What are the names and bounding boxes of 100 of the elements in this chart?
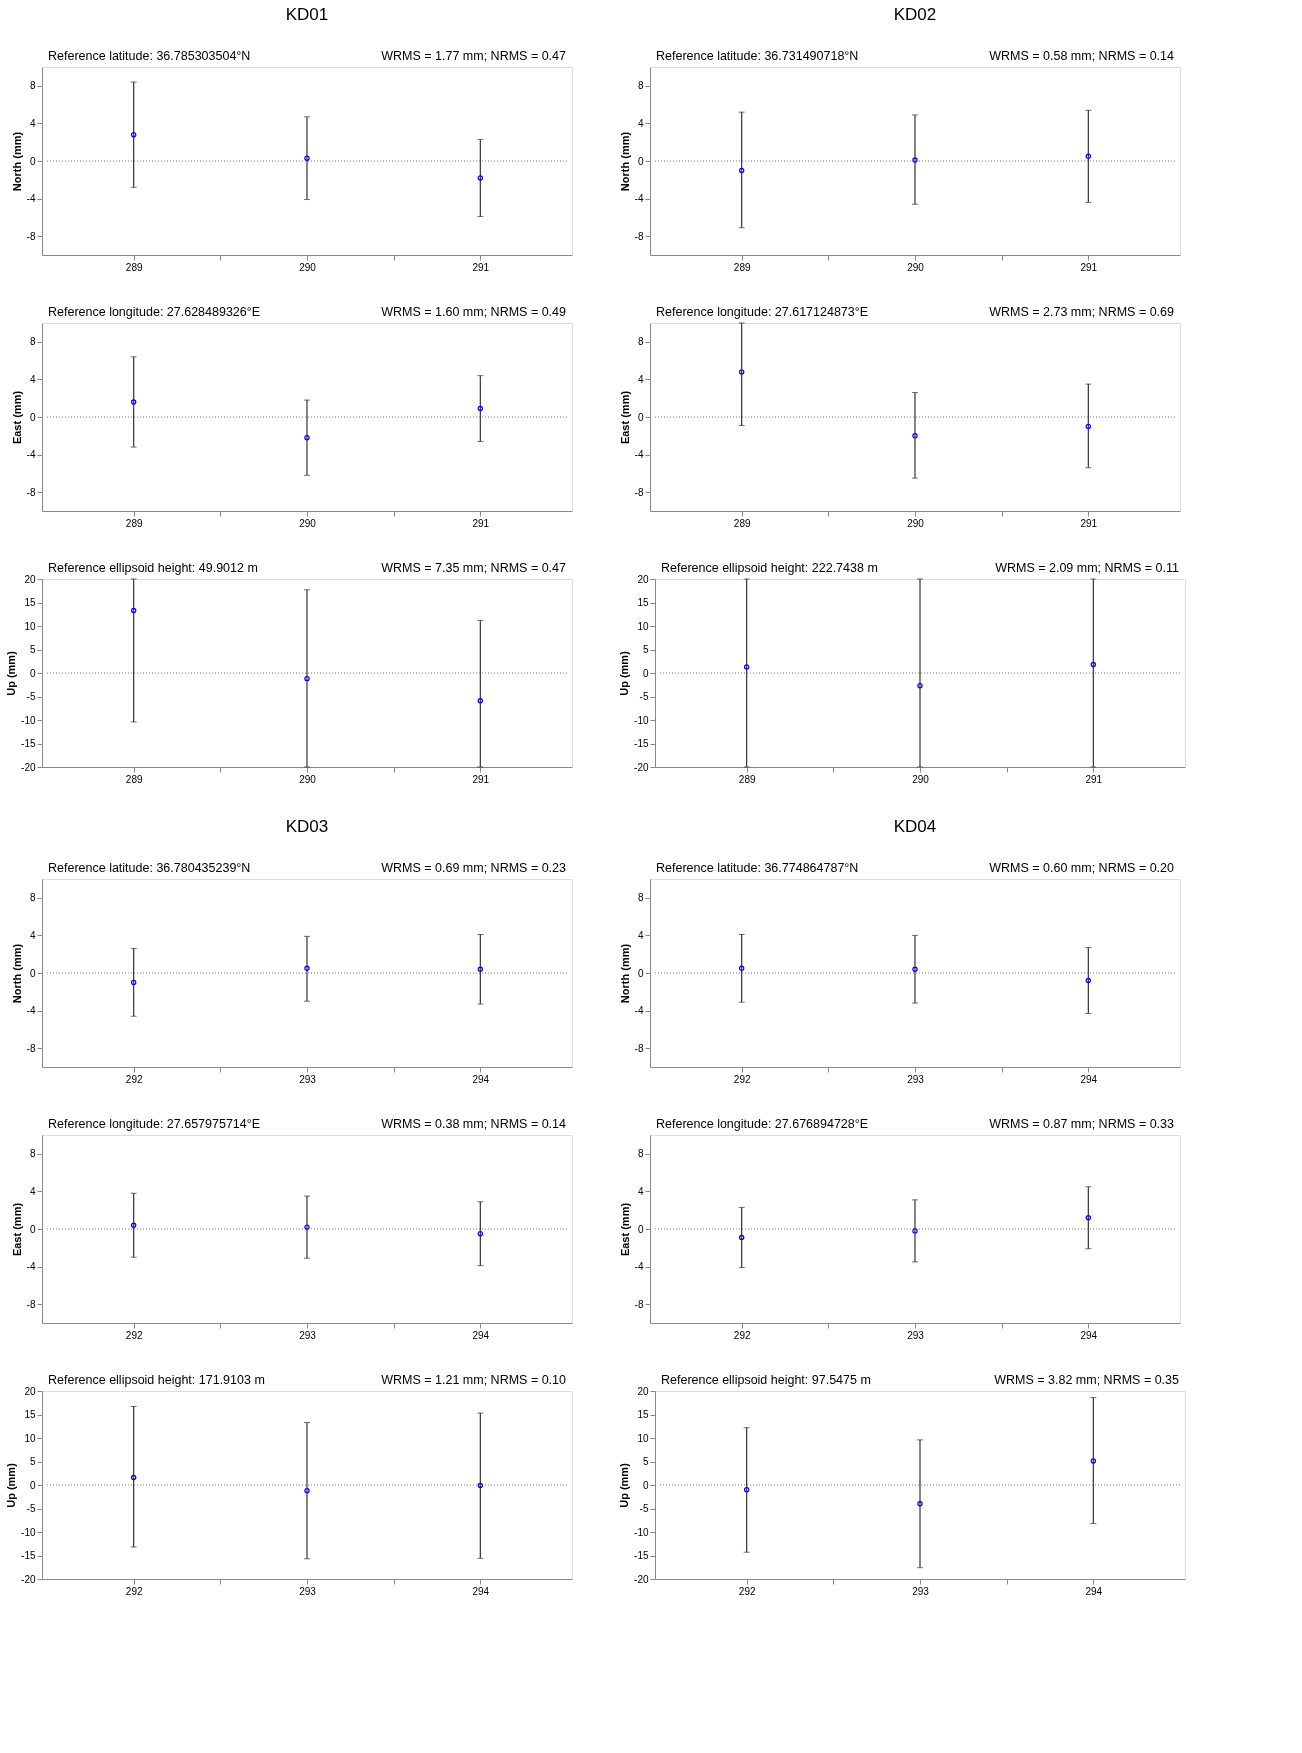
y-tick-label: -8 [26, 486, 36, 498]
x-tick-label: 291 [1080, 261, 1098, 273]
y-tick-label: 8 [637, 1148, 644, 1160]
text: WRMS = 0.38 mm; NRMS = 0.14 [381, 1117, 567, 1131]
y-tick-label: -4 [26, 193, 36, 205]
point [130, 131, 137, 138]
x-tick-label: 289 [125, 773, 143, 785]
point [304, 434, 310, 441]
y-tick-label: -10 [21, 714, 36, 726]
point [1085, 977, 1092, 984]
chart-subtitle: Reference ellipsoid height: 222.7438 m [661, 561, 878, 575]
point [477, 698, 484, 704]
text: WRMS = 0.60 mm; NRMS = 0.20 [989, 861, 1175, 875]
x-tick-label: 293 [912, 1585, 930, 1597]
y-tick-label: -5 [639, 1503, 649, 1514]
y-axis-title: Up (mm) [618, 650, 631, 696]
chart-title: KD01 [285, 5, 329, 24]
y-tick-label: 15 [637, 597, 649, 608]
y-tick-label: 0 [637, 155, 644, 167]
text: WRMS = 3.82 mm; NRMS = 0.35 [994, 1373, 1180, 1387]
y-tick-label: 0 [29, 1223, 36, 1235]
y-tick-label: -8 [634, 1042, 644, 1054]
point [738, 369, 745, 375]
y-tick-label: 4 [637, 117, 644, 129]
y-tick-label: -8 [634, 486, 644, 498]
y-tick-label: -15 [21, 738, 36, 749]
y-tick-label: -4 [634, 449, 644, 461]
x-tick-label: 292 [733, 1073, 751, 1085]
x-tick-label: 293 [907, 1329, 925, 1341]
point [304, 1487, 310, 1494]
point [1090, 661, 1097, 668]
y-axis-title: East (mm) [618, 390, 631, 445]
chart-subtitle: Reference latitude: 36.731490718°N [656, 49, 859, 63]
point [1085, 423, 1092, 430]
y-tick-label: -20 [634, 1573, 649, 1585]
x-tick-label: 294 [1080, 1329, 1098, 1341]
text: WRMS = 2.09 mm; NRMS = 0.11 [995, 561, 1180, 575]
point [1085, 1215, 1092, 1221]
y-tick-label: 20 [24, 573, 36, 585]
x-tick-label: 290 [912, 773, 930, 785]
y-tick-label: -10 [21, 1526, 36, 1538]
x-tick-label: 289 [738, 773, 756, 785]
y-tick-label: 0 [29, 155, 36, 167]
y-tick-label: 4 [637, 929, 644, 941]
y-tick-label: -5 [26, 691, 36, 702]
point [738, 167, 745, 174]
chart-subtitle: Reference longitude: 27.657975714°E [48, 1117, 261, 1131]
point [130, 979, 137, 986]
y-axis-title: East (mm) [618, 1202, 631, 1257]
y-tick-label: -8 [26, 1298, 36, 1310]
y-tick-label: -10 [634, 714, 649, 726]
x-tick-label: 290 [299, 773, 317, 785]
point [130, 1474, 137, 1481]
point [743, 664, 750, 670]
y-tick-label: 10 [24, 620, 36, 632]
x-tick-label: 290 [907, 517, 925, 529]
point [130, 1222, 137, 1228]
x-tick-label: 290 [299, 517, 317, 529]
point [477, 1230, 484, 1237]
y-tick-label: -10 [634, 1526, 649, 1538]
y-axis-title: Up (mm) [5, 650, 18, 696]
x-tick-label: 291 [1080, 517, 1098, 529]
y-tick-label: 0 [29, 967, 36, 979]
point [738, 965, 745, 972]
x-tick-label: 289 [125, 261, 143, 273]
x-tick-label: 292 [738, 1585, 756, 1597]
y-tick-label: 5 [29, 644, 36, 655]
chart-title: KD02 [893, 5, 937, 24]
y-tick-label: -15 [634, 738, 649, 749]
point [917, 1501, 923, 1507]
x-tick-label: 291 [472, 261, 490, 273]
y-tick-label: -4 [634, 1005, 644, 1017]
y-axis-title: North (mm) [618, 943, 631, 1004]
text: WRMS = 2.73 mm; NRMS = 0.69 [989, 305, 1175, 319]
y-tick-label: 4 [29, 1185, 36, 1197]
point [130, 399, 137, 405]
y-tick-label: -20 [21, 761, 36, 773]
chart-title: KD03 [285, 817, 329, 836]
y-tick-label: -4 [26, 1261, 36, 1273]
chart-title: KD04 [893, 817, 937, 836]
x-tick-label: 292 [125, 1585, 143, 1597]
text: WRMS = 0.69 mm; NRMS = 0.23 [381, 861, 567, 875]
y-tick-label: -4 [634, 193, 644, 205]
chart-subtitle: Reference ellipsoid height: 171.9103 m [48, 1373, 265, 1387]
y-axis-title: East (mm) [10, 390, 23, 445]
x-tick-label: 292 [125, 1073, 143, 1085]
y-tick-label: -4 [634, 1261, 644, 1273]
x-tick-label: 291 [472, 517, 490, 529]
y-tick-label: 10 [637, 620, 649, 632]
y-axis-title: Up (mm) [5, 1462, 18, 1508]
x-tick-label: 294 [472, 1329, 490, 1341]
y-tick-label: 0 [637, 1223, 644, 1235]
point [304, 155, 310, 161]
chart-subtitle: Reference ellipsoid height: 49.9012 m [48, 561, 258, 575]
y-tick-label: 5 [29, 1456, 36, 1467]
y-axis-title: North (mm) [10, 943, 23, 1004]
y-tick-label: 0 [637, 411, 644, 423]
y-tick-label: 5 [642, 644, 649, 655]
point [917, 682, 923, 689]
chart-subtitle: Reference longitude: 27.676894728°E [656, 1117, 869, 1131]
